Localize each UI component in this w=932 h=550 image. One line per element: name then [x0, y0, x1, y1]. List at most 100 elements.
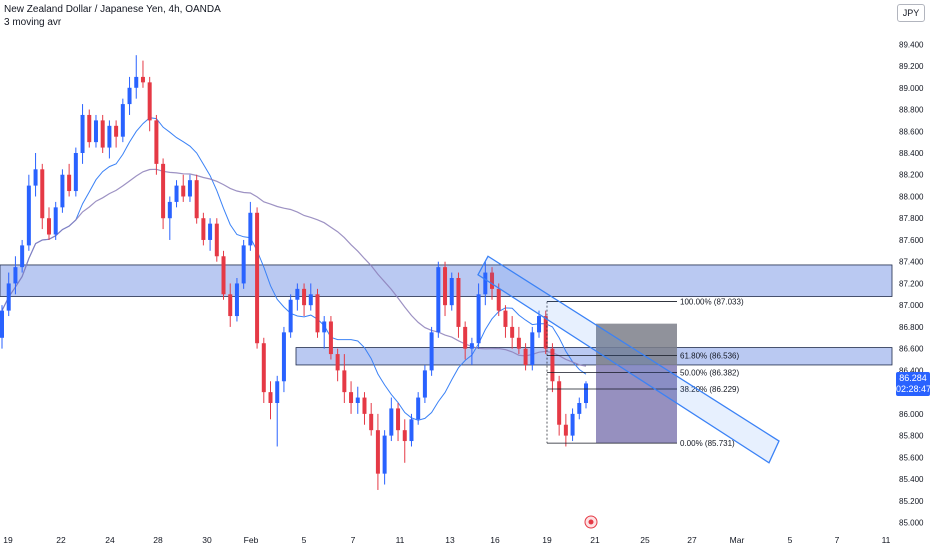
- time-tick-label: 27: [687, 535, 697, 545]
- time-tick-label: 5: [788, 535, 793, 545]
- price-tick-label: 87.200: [899, 279, 924, 288]
- candle-body: [201, 218, 206, 240]
- fibonacci-layer: 100.00% (87.033) 61.80% (86.536) 50.00% (8…: [546, 298, 744, 448]
- time-tick-label: 16: [490, 535, 500, 545]
- candle-body: [516, 337, 521, 349]
- candle-body: [375, 430, 380, 474]
- candle-body: [127, 87, 132, 105]
- price-tick-label: 85.400: [899, 475, 924, 484]
- fib-label: 38.20% (86.229): [680, 385, 739, 394]
- time-tick-label: 30: [202, 535, 212, 545]
- price-tick-label: 89.200: [899, 62, 924, 71]
- candle-body: [328, 321, 333, 355]
- candle-body: [6, 283, 11, 311]
- candle-body: [369, 413, 374, 431]
- candle-body: [416, 397, 421, 420]
- candle-body: [563, 424, 568, 436]
- candle-body: [214, 223, 219, 257]
- price-tick-label: 88.800: [899, 106, 924, 115]
- price-tick-label: 85.200: [899, 497, 924, 506]
- price-tick-label: 88.400: [899, 149, 924, 158]
- time-tick-label: 19: [542, 535, 552, 545]
- candle-body: [523, 348, 528, 365]
- price-tick-label: 86.000: [899, 410, 924, 419]
- candle-body: [382, 435, 387, 474]
- candle-body: [476, 294, 481, 344]
- time-tick-label: 25: [640, 535, 650, 545]
- candle-body: [295, 288, 300, 300]
- candle-body: [362, 397, 367, 414]
- candle-body: [349, 392, 354, 403]
- last-price-value: 86.284: [899, 373, 927, 383]
- candle-body: [281, 332, 286, 382]
- moving-average-fast: [1, 117, 587, 421]
- currency-button[interactable]: JPY: [897, 4, 925, 22]
- candle-body: [46, 218, 51, 235]
- candle-body: [396, 408, 401, 431]
- price-tick-label: 89.400: [899, 40, 924, 49]
- candle-body: [550, 348, 555, 382]
- indicator-label[interactable]: 3 moving avr: [4, 17, 62, 28]
- candle-body: [496, 288, 501, 311]
- candle-body: [208, 223, 213, 240]
- candle-body: [181, 185, 186, 197]
- candle-body: [80, 114, 85, 153]
- time-tick-label: 7: [351, 535, 356, 545]
- time-tick-label: 11: [396, 535, 405, 545]
- price-tick-label: 88.000: [899, 192, 924, 201]
- candle-body: [570, 413, 575, 436]
- candle-body: [288, 299, 293, 333]
- candle-body: [40, 169, 45, 219]
- candle-body: [120, 104, 125, 137]
- price-tick-label: 87.400: [899, 258, 924, 267]
- candle-body: [167, 201, 172, 219]
- time-tick-label: 7: [835, 535, 840, 545]
- channel-layer: [477, 255, 780, 464]
- moving-average-layer: [1, 117, 587, 421]
- candle-body: [322, 321, 327, 333]
- price-tick-label: 87.000: [899, 301, 924, 310]
- projection-lower-box: [596, 364, 677, 444]
- candle-body: [342, 370, 347, 393]
- fib-label: 0.00% (85.731): [680, 439, 735, 448]
- candle-body: [114, 125, 119, 137]
- time-tick-label: 24: [105, 535, 115, 545]
- time-tick-label: 28: [153, 535, 163, 545]
- candle-body: [140, 76, 145, 83]
- candle-body: [584, 383, 588, 403]
- candle-body: [228, 294, 233, 317]
- candle-body: [530, 332, 535, 365]
- candle-body: [483, 272, 488, 295]
- candle-body: [409, 419, 414, 442]
- candle-body: [187, 180, 192, 197]
- candle-body: [389, 408, 394, 436]
- candle-body: [161, 163, 166, 219]
- candle-body: [261, 343, 266, 393]
- candle-body: [510, 326, 515, 338]
- event-marker-dot: [588, 519, 594, 525]
- candle-body: [315, 294, 320, 333]
- projection-layer: [596, 323, 677, 444]
- candle-body: [422, 370, 427, 398]
- candle-body: [557, 381, 562, 425]
- candle-body: [87, 114, 92, 143]
- candle-body: [429, 332, 434, 371]
- candle-body: [73, 153, 78, 192]
- candle-layer: [0, 55, 588, 490]
- trend-channel: [477, 255, 780, 464]
- candle-body: [469, 343, 474, 349]
- fib-label: 50.00% (86.382): [680, 368, 739, 377]
- time-tick-label: Feb: [244, 535, 259, 545]
- candle-body: [67, 174, 72, 192]
- candle-body: [134, 76, 139, 88]
- candle-body: [13, 267, 18, 284]
- price-tick-label: 89.000: [899, 84, 924, 93]
- candle-body: [577, 403, 582, 414]
- time-tick-label: Mar: [730, 535, 745, 545]
- fib-label: 61.80% (86.536): [680, 352, 739, 361]
- chart-title: New Zealand Dollar / Japanese Yen, 4h, O…: [4, 4, 221, 15]
- candle-body: [241, 245, 246, 284]
- price-tick-label: 88.600: [899, 127, 924, 136]
- candle-body: [302, 288, 307, 306]
